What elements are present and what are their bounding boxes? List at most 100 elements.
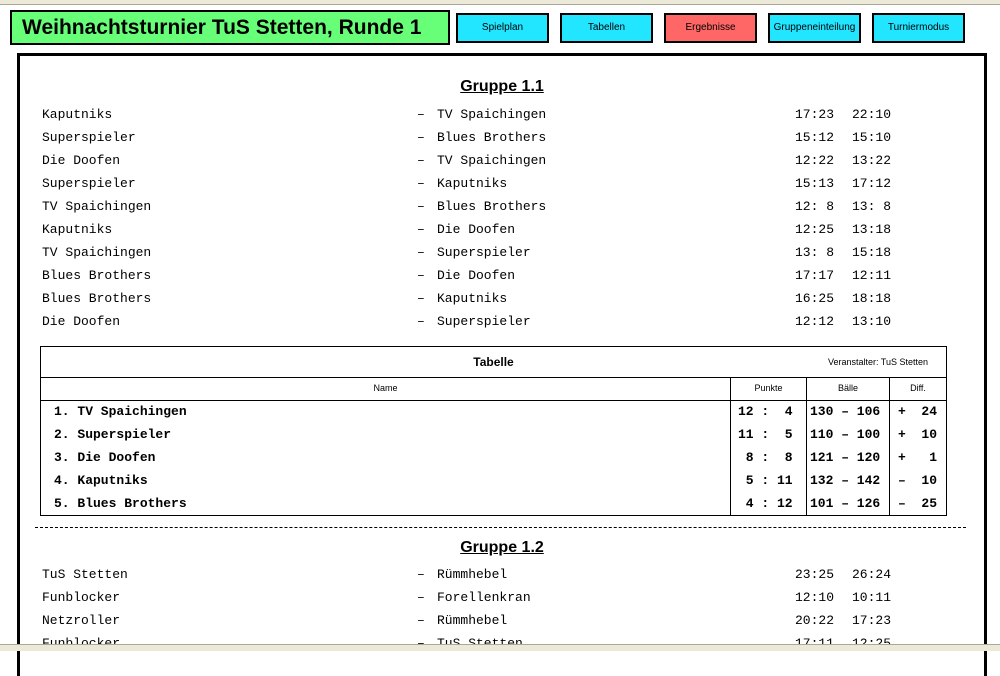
diff: + 24 [898, 404, 938, 419]
diff: + 10 [898, 427, 938, 442]
away-team: TV Spaichingen [437, 107, 547, 122]
separator: – [417, 130, 425, 145]
home-team: Die Doofen [42, 153, 121, 168]
status-bar [0, 644, 1000, 651]
separator: – [417, 268, 425, 283]
set1-score: 23:25 [795, 567, 835, 582]
table-row: 2. Superspieler 11 : 5 110 – 100 + 10 [41, 427, 946, 445]
set2-score: 17:12 [852, 176, 892, 191]
set1-score: 12:12 [795, 314, 835, 329]
set2-score: 13: 8 [852, 199, 892, 214]
set1-score: 12:10 [795, 590, 835, 605]
set2-score: 18:18 [852, 291, 892, 306]
team-name: 1. TV Spaichingen [54, 404, 187, 419]
set2-score: 13:10 [852, 314, 892, 329]
match-row: Netzroller – Rümmhebel 20:22 17:23 [20, 613, 984, 631]
set1-score: 13: 8 [795, 245, 835, 260]
balls: 110 – 100 [810, 427, 881, 442]
set1-score: 15:13 [795, 176, 835, 191]
home-team: Netzroller [42, 613, 121, 628]
col-header-name: Name [373, 383, 398, 393]
table-title: Tabelle [473, 355, 514, 369]
separator: – [417, 222, 425, 237]
points: 12 : 4 [738, 404, 793, 419]
separator: – [417, 567, 425, 582]
balls: 101 – 126 [810, 496, 881, 511]
away-team: Die Doofen [437, 222, 516, 237]
diff: – 10 [898, 473, 938, 488]
separator: – [417, 199, 425, 214]
match-row: Blues Brothers – Die Doofen 17:17 12:11 [20, 268, 984, 286]
match-row: Superspieler – Blues Brothers 15:12 15:10 [20, 130, 984, 148]
separator: – [417, 107, 425, 122]
nav-button-spielplan[interactable]: Spielplan [456, 13, 549, 43]
away-team: Blues Brothers [437, 199, 547, 214]
set1-score: 16:25 [795, 291, 835, 306]
set2-score: 12:11 [852, 268, 892, 283]
separator: – [417, 153, 425, 168]
separator: – [417, 291, 425, 306]
match-row: Kaputniks – TV Spaichingen 17:23 22:10 [20, 107, 984, 125]
set2-score: 17:23 [852, 613, 892, 628]
set1-score: 17:17 [795, 268, 835, 283]
page-title: Weihnachtsturnier TuS Stetten, Runde 1 [10, 10, 450, 45]
separator: – [417, 176, 425, 191]
set2-score: 13:18 [852, 222, 892, 237]
away-team: Kaputniks [437, 176, 508, 191]
nav-button-tabellen[interactable]: Tabellen [560, 13, 653, 43]
nav-button-turniermodus[interactable]: Turniermodus [872, 13, 965, 43]
separator: – [417, 613, 425, 628]
away-team: Rümmhebel [437, 613, 508, 628]
set1-score: 20:22 [795, 613, 835, 628]
group-separator [35, 527, 966, 528]
set1-score: 12: 8 [795, 199, 835, 214]
diff: – 25 [898, 496, 938, 511]
match-row: Superspieler – Kaputniks 15:13 17:12 [20, 176, 984, 194]
home-team: TuS Stetten [42, 567, 128, 582]
set1-score: 12:25 [795, 222, 835, 237]
separator: – [417, 636, 425, 651]
standings-table: Tabelle Veranstalter: TuS Stetten Name P… [40, 346, 947, 516]
home-team: Blues Brothers [42, 291, 152, 306]
away-team: Blues Brothers [437, 130, 547, 145]
table-row: 4. Kaputniks 5 : 11 132 – 142 – 10 [41, 473, 946, 491]
set1-score: 15:12 [795, 130, 835, 145]
home-team: TV Spaichingen [42, 245, 152, 260]
away-team: Kaputniks [437, 291, 508, 306]
set1-score: 17:23 [795, 107, 835, 122]
away-team: TV Spaichingen [437, 153, 547, 168]
nav-button-gruppeneinteilung[interactable]: Gruppeneinteilung [768, 13, 861, 43]
home-team: Die Doofen [42, 314, 121, 329]
set1-score: 12:22 [795, 153, 835, 168]
group-title: Gruppe 1.1 [460, 78, 544, 95]
col-header-diff: Diff. [910, 383, 926, 393]
away-team: Superspieler [437, 245, 531, 260]
window-top-strip [0, 0, 1000, 5]
home-team: Kaputniks [42, 222, 113, 237]
set2-score: 26:24 [852, 567, 892, 582]
home-team: Funblocker [42, 590, 121, 605]
points: 5 : 11 [738, 473, 793, 488]
home-team: Kaputniks [42, 107, 113, 122]
home-team: TV Spaichingen [42, 199, 152, 214]
points: 8 : 8 [738, 450, 793, 465]
set2-score: 15:18 [852, 245, 892, 260]
team-name: 5. Blues Brothers [54, 496, 187, 511]
team-name: 4. Kaputniks [54, 473, 148, 488]
match-row: TV Spaichingen – Superspieler 13: 8 15:18 [20, 245, 984, 263]
balls: 121 – 120 [810, 450, 881, 465]
set2-score: 22:10 [852, 107, 892, 122]
nav-button-ergebnisse[interactable]: Ergebnisse [664, 13, 757, 43]
away-team: Forellenkran [437, 590, 531, 605]
balls: 132 – 142 [810, 473, 881, 488]
separator: – [417, 590, 425, 605]
group-title: Gruppe 1.2 [460, 539, 544, 556]
team-name: 3. Die Doofen [54, 450, 156, 465]
points: 11 : 5 [738, 427, 793, 442]
team-name: 2. Superspieler [54, 427, 172, 442]
points: 4 : 12 [738, 496, 793, 511]
diff: + 1 [898, 450, 938, 465]
set2-score: 10:11 [852, 590, 892, 605]
separator: – [417, 314, 425, 329]
col-header-punkte: Punkte [754, 383, 783, 393]
